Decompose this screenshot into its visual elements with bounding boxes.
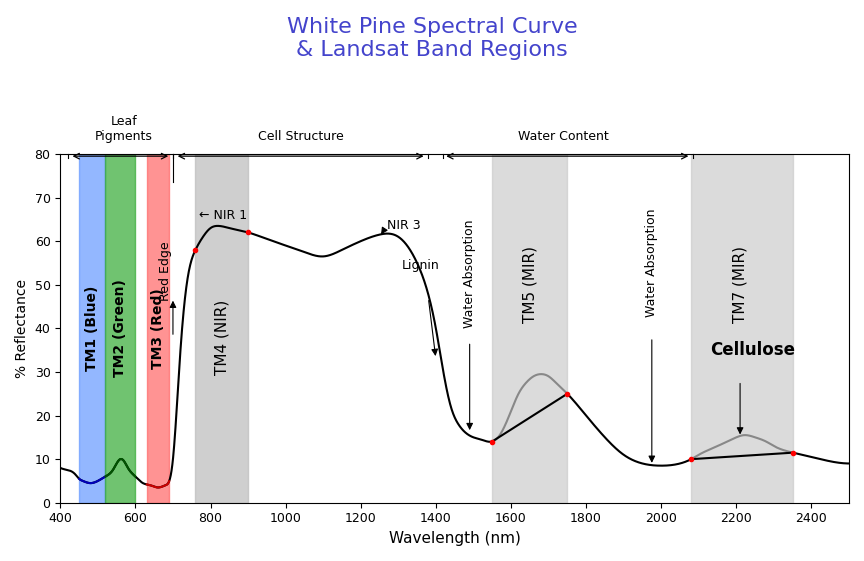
Bar: [79, 154, 105, 503]
Text: TM3 (Red): TM3 (Red): [151, 288, 165, 369]
Text: ← NIR 1: ← NIR 1: [200, 209, 247, 222]
Bar: [195, 154, 248, 503]
Bar: [492, 154, 568, 503]
Y-axis label: % Reflectance: % Reflectance: [15, 279, 29, 378]
Text: Water Content: Water Content: [518, 130, 609, 143]
Text: TM7 (MIR): TM7 (MIR): [733, 246, 747, 323]
Text: Leaf
Pigments: Leaf Pigments: [95, 115, 153, 143]
Text: Cellulose: Cellulose: [710, 341, 795, 359]
Bar: [105, 154, 136, 503]
Text: Cell Structure: Cell Structure: [257, 130, 344, 143]
Text: Lignin: Lignin: [402, 259, 440, 272]
Text: White Pine Spectral Curve
& Landsat Band Regions: White Pine Spectral Curve & Landsat Band…: [287, 17, 577, 60]
Text: TM5 (MIR): TM5 (MIR): [522, 246, 537, 323]
Bar: [691, 154, 792, 503]
Text: NIR 3: NIR 3: [387, 219, 421, 232]
Text: TM4 (NIR): TM4 (NIR): [214, 300, 229, 375]
Text: TM2 (Green): TM2 (Green): [113, 279, 127, 378]
X-axis label: Wavelength (nm): Wavelength (nm): [389, 531, 521, 546]
Text: Water Absorption: Water Absorption: [645, 209, 658, 317]
Text: Red Edge: Red Edge: [159, 242, 172, 301]
Text: TM1 (Blue): TM1 (Blue): [86, 286, 99, 371]
Text: Water Absorption: Water Absorption: [463, 220, 476, 328]
Bar: [147, 154, 169, 503]
